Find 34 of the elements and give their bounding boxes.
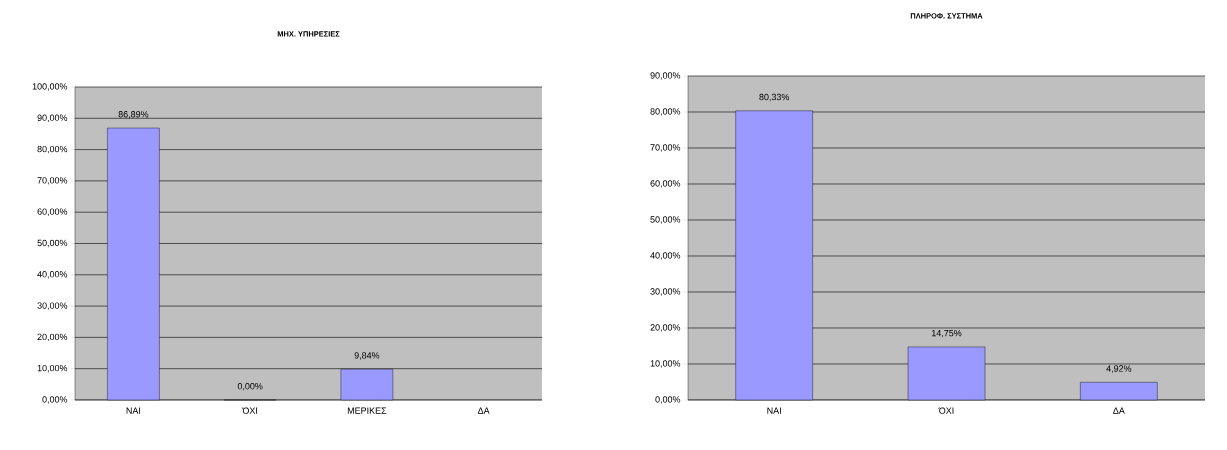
y-tick-label: 90,00%: [37, 114, 68, 122]
data-label: 14,75%: [931, 330, 962, 338]
y-tick-label: 70,00%: [650, 144, 681, 152]
x-tick-label: ΌΧΙ: [938, 407, 954, 414]
x-tick-label: ΝΑΙ: [126, 407, 141, 414]
y-tick-label: 10,00%: [650, 360, 681, 368]
y-tick-label: 0,00%: [42, 396, 68, 404]
x-tick-label: ΔΑ: [477, 407, 490, 414]
data-label: 4,92%: [1106, 365, 1132, 373]
data-label: 86,89%: [118, 111, 149, 119]
y-tick-label: 60,00%: [37, 208, 68, 216]
y-tick-label: 100,00%: [32, 83, 68, 91]
data-label: 9,84%: [354, 352, 380, 360]
y-tick-label: 20,00%: [650, 324, 681, 332]
data-label: 0,00%: [237, 383, 263, 391]
y-tick-label: 70,00%: [37, 177, 68, 185]
x-tick-label: ΜΕΡΙΚΕΣ: [347, 407, 387, 414]
y-tick-label: 40,00%: [37, 271, 68, 279]
y-tick-label: 0,00%: [655, 396, 681, 404]
y-tick-label: 10,00%: [37, 364, 68, 373]
y-tick-label: 30,00%: [37, 302, 68, 310]
y-tick-label: 90,00%: [650, 72, 681, 80]
x-tick-label: ΔΑ: [1113, 407, 1125, 414]
y-tick-label: 30,00%: [650, 288, 681, 296]
x-tick-label: ΝΑΙ: [767, 407, 781, 414]
y-tick-label: 80,00%: [37, 145, 68, 154]
y-tick-label: 60,00%: [650, 180, 681, 188]
data-label: 80,33%: [759, 93, 790, 102]
y-tick-label: 20,00%: [37, 333, 68, 342]
y-tick-label: 50,00%: [650, 216, 681, 224]
y-tick-label: 40,00%: [650, 252, 681, 260]
y-tick-label: 80,00%: [650, 108, 681, 116]
y-tick-label: 50,00%: [37, 239, 68, 248]
x-tick-label: ΌΧΙ: [242, 407, 258, 414]
